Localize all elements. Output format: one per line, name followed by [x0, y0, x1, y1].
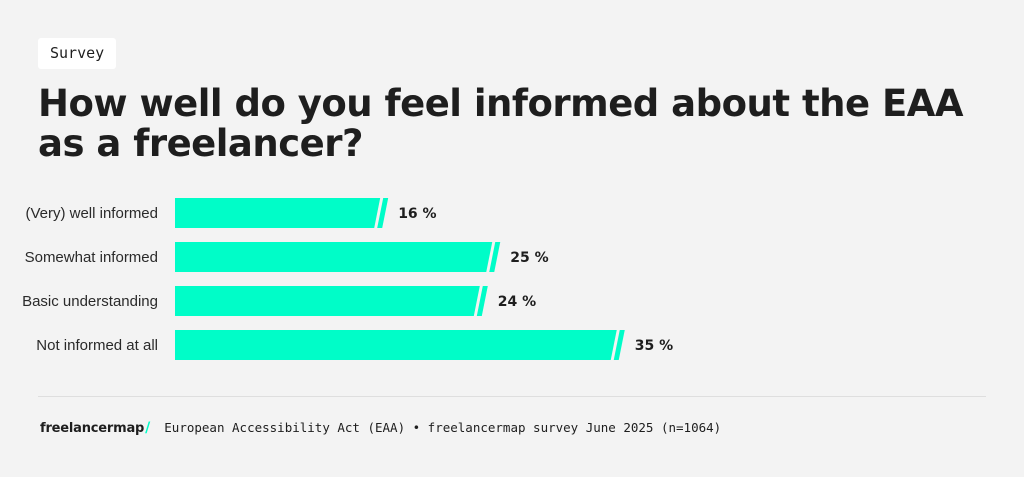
brand-slash-mark: /	[145, 420, 151, 436]
bar-slash-accent	[613, 330, 625, 360]
bar-slash-accent	[476, 286, 488, 316]
survey-badge: Survey	[38, 38, 117, 69]
bar-slash-accent	[377, 198, 389, 228]
bar	[175, 286, 480, 316]
source-caption: European Accessibility Act (EAA) • freel…	[164, 420, 722, 435]
bar-chart: (Very) well informed 16 % Somewhat informe…	[22, 198, 673, 360]
bar-slash-accent	[489, 242, 501, 272]
footer: freelancermap / European Accessibility A…	[40, 420, 721, 436]
value-label: 35 %	[635, 338, 673, 354]
category-label: (Very) well informed	[25, 205, 158, 222]
category-label: Not informed at all	[36, 337, 158, 354]
bar	[175, 198, 381, 228]
category-label: Somewhat informed	[25, 249, 158, 266]
bar	[175, 330, 617, 360]
brand-logo: freelancermap	[40, 421, 145, 436]
footer-divider	[38, 396, 986, 397]
value-label: 24 %	[498, 294, 536, 310]
value-label: 25 %	[510, 250, 548, 266]
category-label: Basic understanding	[22, 293, 158, 310]
bar	[175, 242, 493, 272]
page-title: How well do you feel informed about the …	[38, 82, 964, 165]
value-label: 16 %	[398, 206, 436, 222]
